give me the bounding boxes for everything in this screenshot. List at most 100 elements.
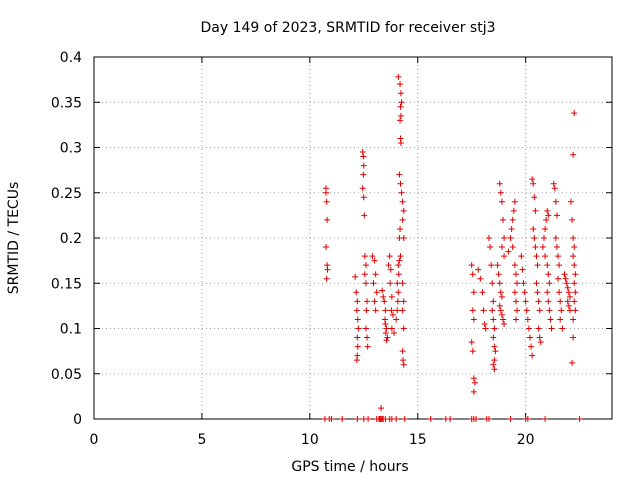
data-point (570, 316, 577, 323)
data-point (533, 280, 540, 287)
data-point (339, 416, 346, 422)
grid (94, 57, 612, 419)
data-point (576, 416, 583, 422)
data-point (399, 307, 406, 314)
y-tick-label: 0.35 (51, 95, 82, 111)
data-point (551, 185, 558, 192)
x-tick-label: 10 (301, 432, 319, 448)
data-point (394, 307, 401, 314)
data-point (480, 307, 487, 314)
data-point (572, 289, 579, 296)
data-point (524, 416, 531, 422)
data-point (372, 307, 379, 314)
data-point (556, 289, 563, 296)
data-point (361, 212, 368, 219)
data-point (401, 416, 408, 422)
x-tick-label: 0 (90, 432, 99, 448)
data-point (328, 416, 335, 422)
data-point (469, 307, 476, 314)
data-point (535, 325, 542, 332)
data-point (567, 198, 574, 205)
data-point (354, 298, 361, 305)
data-point (324, 266, 331, 273)
data-point (379, 287, 386, 294)
data-point (561, 271, 568, 278)
data-point (570, 334, 577, 341)
data-point (501, 253, 508, 260)
data-point (498, 198, 505, 205)
data-point (541, 235, 548, 241)
data-point (397, 253, 404, 260)
data-point (400, 361, 407, 368)
data-point (396, 171, 403, 178)
data-point (500, 316, 507, 323)
data-point (362, 325, 369, 332)
data-point (507, 416, 514, 422)
data-point (529, 352, 536, 359)
data-point (511, 198, 518, 205)
data-point (394, 298, 401, 305)
data-point (544, 289, 551, 296)
data-point (470, 316, 477, 323)
data-point (387, 280, 394, 287)
data-point (381, 298, 388, 305)
chart-title: Day 149 of 2023, SRMTID for receiver stj… (201, 20, 496, 36)
data-point (512, 271, 519, 278)
axis-ticks: 0 5 10 15 20 0 0.05 0.1 0.15 0.2 0.25 0.3 0.35 0.4 (51, 50, 612, 448)
data-point (399, 198, 406, 205)
data-point (501, 320, 508, 327)
data-point (491, 343, 498, 350)
data-point (497, 289, 504, 296)
data-point (545, 271, 552, 278)
data-point (509, 216, 516, 223)
y-tick-label: 0.15 (51, 276, 82, 292)
data-point (396, 257, 403, 264)
data-point (542, 416, 549, 422)
data-point (470, 388, 477, 395)
data-point (391, 330, 398, 337)
data-point (399, 348, 406, 355)
data-point (500, 216, 507, 223)
data-point (397, 90, 404, 97)
data-point (394, 280, 401, 287)
data-point (571, 298, 578, 305)
data-point (571, 244, 578, 251)
data-point (393, 416, 400, 422)
data-point (546, 280, 553, 287)
x-tick-label: 15 (409, 432, 427, 448)
data-point (369, 253, 376, 260)
data-point (370, 280, 377, 287)
data-point (382, 320, 389, 327)
data-point (531, 235, 538, 241)
data-point (489, 280, 496, 287)
data-point (388, 325, 395, 332)
data-point (388, 307, 395, 314)
y-tick-label: 0.05 (51, 367, 82, 383)
data-point (552, 198, 559, 205)
data-point (397, 180, 404, 187)
data-point (570, 253, 577, 260)
data-point (397, 139, 404, 146)
data-point (498, 311, 505, 318)
data-point (491, 325, 498, 332)
data-point (447, 416, 454, 422)
data-point (395, 271, 402, 278)
data-point (359, 185, 366, 192)
data-point (364, 343, 371, 350)
y-tick-label: 0.25 (51, 186, 82, 202)
y-tick-label: 0.1 (60, 322, 82, 338)
data-point (498, 293, 505, 300)
data-point (556, 262, 563, 269)
data-point (545, 212, 552, 219)
data-point (373, 289, 380, 296)
data-point (323, 275, 330, 282)
data-point (400, 325, 407, 332)
data-point (324, 216, 331, 223)
data-point (397, 117, 404, 124)
data-point (378, 405, 385, 412)
data-point (362, 280, 369, 287)
data-point (323, 189, 330, 196)
data-point (558, 307, 565, 314)
data-point (497, 307, 504, 314)
